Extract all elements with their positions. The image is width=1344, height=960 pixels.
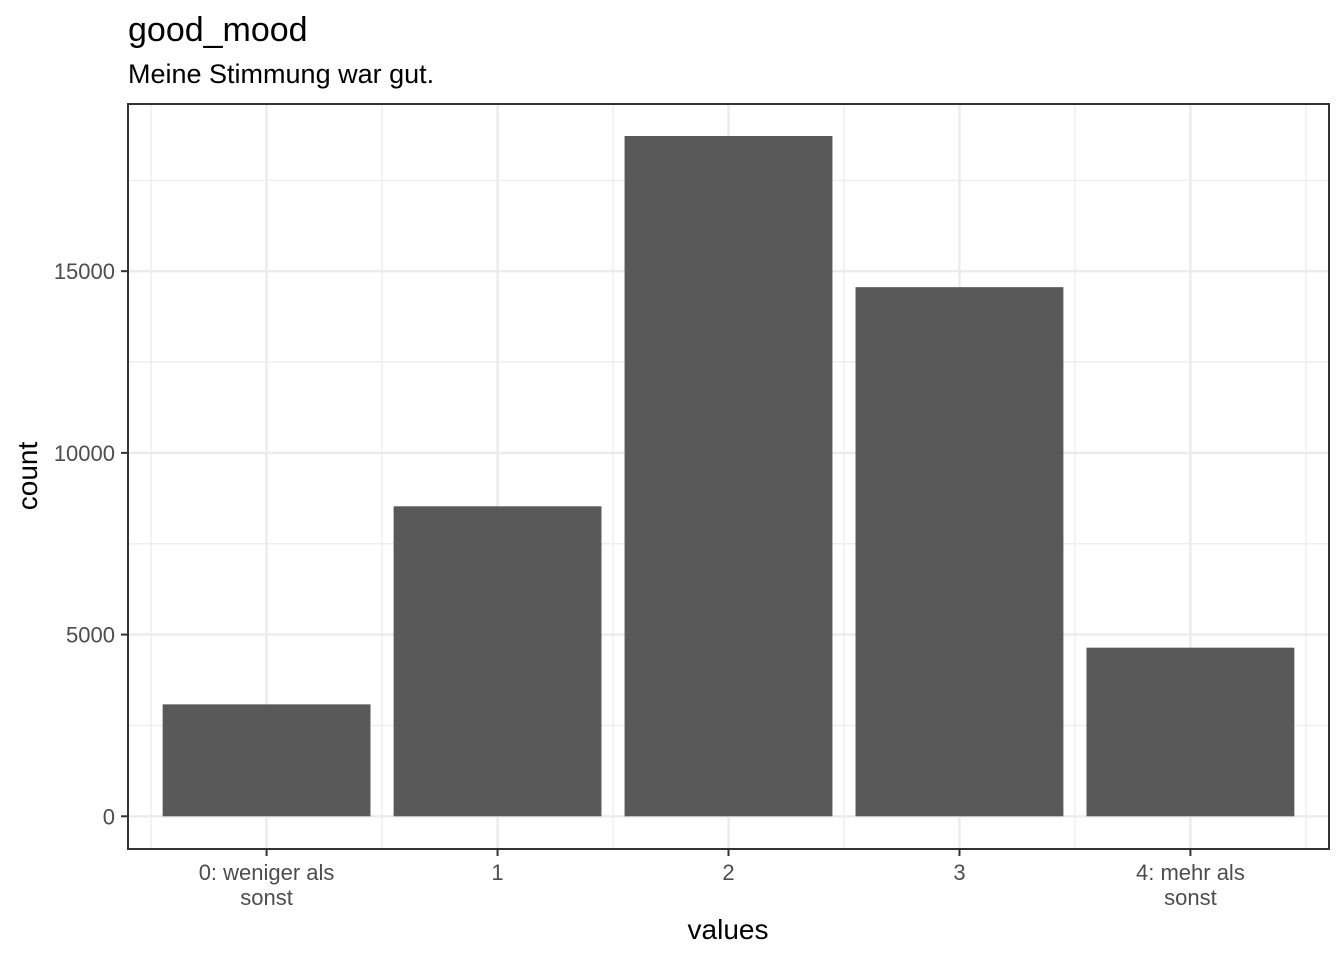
x-tick-label: 2 (722, 860, 734, 885)
y-tick-label: 5000 (66, 623, 115, 648)
chart-subtitle: Meine Stimmung war gut. (128, 59, 434, 89)
y-tick-label: 0 (103, 804, 115, 829)
x-axis-title: values (688, 914, 769, 945)
y-axis: 0 5000 10000 15000 (54, 259, 128, 829)
y-tick-label: 15000 (54, 259, 115, 284)
x-tick-label: 1 (491, 860, 503, 885)
bar (1086, 647, 1295, 817)
bar (393, 506, 602, 817)
bar (162, 704, 371, 817)
bar (624, 135, 833, 817)
x-tick-label: 4: mehr als sonst (1136, 860, 1245, 910)
chart-title: good_mood (128, 11, 308, 49)
x-tick-label: 0: weniger als sonst (199, 860, 335, 910)
y-tick-label: 10000 (54, 441, 115, 466)
x-axis: 0: weniger als sonst 1 2 3 4: mehr als sonst (199, 849, 1245, 910)
bars (162, 135, 1295, 817)
x-tick-label: 3 (953, 860, 965, 885)
y-axis-title: count (12, 442, 43, 511)
bar (855, 287, 1064, 817)
